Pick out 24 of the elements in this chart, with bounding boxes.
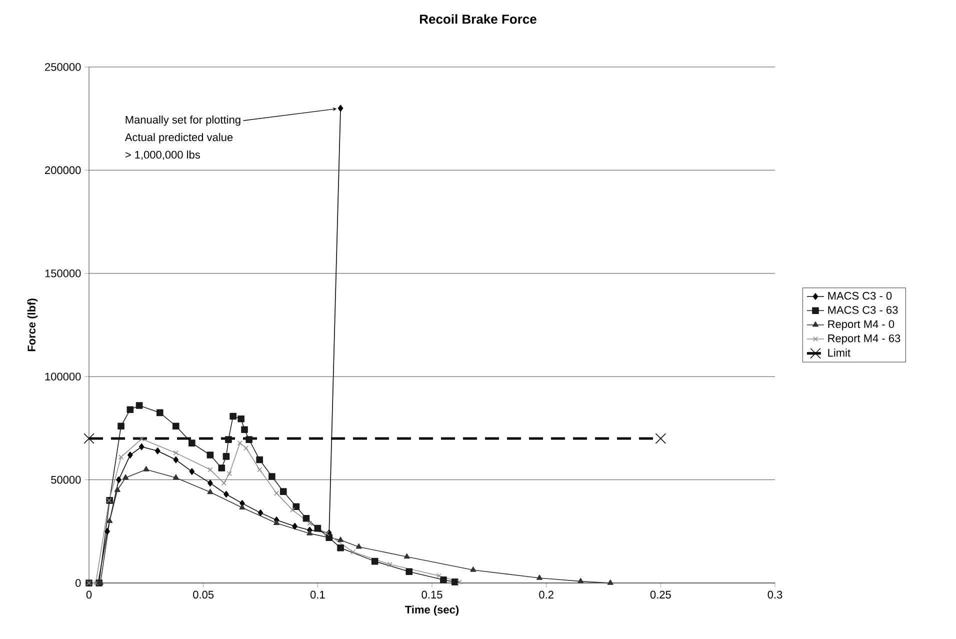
x-tick-label: 0.05 <box>193 590 214 599</box>
y-tick-label: 0 <box>76 579 81 587</box>
y-tick-label: 250000 <box>45 63 81 71</box>
y-tick-label: 100000 <box>45 372 81 380</box>
legend-label: MACS C3 - 0 <box>828 292 892 300</box>
x-tick-label: 0.3 <box>768 590 782 599</box>
y-tick-label: 150000 <box>45 270 81 278</box>
annotation: Manually set for plotting <box>126 116 240 126</box>
x-axis-title: Time (sec) <box>405 605 459 616</box>
x-tick-label: 0 <box>86 590 92 599</box>
chart-title: Recoil Brake Force <box>420 14 536 24</box>
legend-label: Limit <box>828 348 850 357</box>
y-tick-label: 50000 <box>51 476 81 484</box>
legend-label: Report M4 - 0 <box>828 320 894 330</box>
x-tick-label: 0.2 <box>539 590 554 599</box>
y-tick-label: 200000 <box>45 166 81 174</box>
annotation: Actual predicted value <box>124 133 233 144</box>
x-tick-label: 0.15 <box>422 590 442 599</box>
x-tick-label: 0.1 <box>310 590 325 599</box>
legend-label: Report M4 - 63 <box>828 334 900 344</box>
legend-label: MACS C3 - 63 <box>828 306 898 314</box>
annotation: > 1,000,000 lbs <box>125 150 200 160</box>
x-tick-label: 0.25 <box>650 590 671 599</box>
y-axis-title: Force (lbf) <box>27 298 38 352</box>
